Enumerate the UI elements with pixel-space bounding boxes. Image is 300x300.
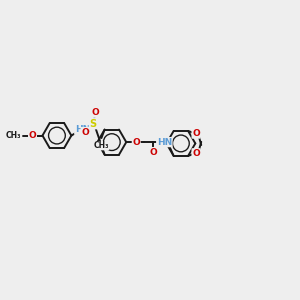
Text: O: O — [28, 131, 36, 140]
Text: O: O — [81, 128, 89, 136]
Text: CH₃: CH₃ — [94, 141, 109, 150]
Text: HN: HN — [157, 138, 172, 147]
Text: CH₃: CH₃ — [5, 131, 21, 140]
Text: O: O — [192, 149, 200, 158]
Text: HN: HN — [75, 125, 90, 134]
Text: S: S — [89, 119, 97, 129]
Text: O: O — [132, 138, 140, 147]
Text: O: O — [192, 129, 200, 138]
Text: O: O — [92, 108, 99, 117]
Text: O: O — [149, 148, 157, 157]
